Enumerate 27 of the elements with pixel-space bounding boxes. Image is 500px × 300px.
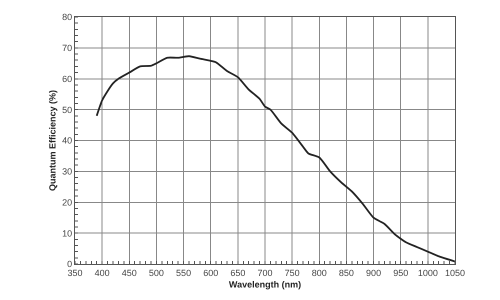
x-tick-label: 450 — [122, 268, 137, 278]
x-tick-label: 700 — [257, 268, 273, 278]
x-tick-label: 800 — [312, 268, 327, 278]
y-tick-label: 40 — [62, 136, 72, 146]
x-tick-label: 550 — [176, 268, 192, 278]
x-tick-label: 900 — [366, 268, 382, 278]
y-tick-label: 60 — [62, 74, 72, 84]
x-tick-label: 950 — [393, 268, 408, 278]
y-axis-title: Quantum Efficiency (%) — [48, 90, 58, 192]
x-tick-label: 600 — [203, 268, 218, 278]
x-tick-label: 850 — [338, 268, 354, 278]
y-tick-label: 10 — [62, 228, 72, 238]
x-tick-label: 650 — [230, 268, 246, 278]
y-tick-label: 0 — [67, 259, 72, 270]
x-tick-label: 1050 — [444, 268, 466, 278]
y-tick-label: 70 — [62, 43, 72, 54]
x-tick-label: 1000 — [418, 268, 438, 278]
y-tick-label: 80 — [62, 12, 72, 22]
x-tick-label: 350 — [67, 268, 83, 278]
line-series — [96, 55, 455, 262]
x-tick-label: 750 — [284, 268, 300, 278]
y-tick-label: 20 — [62, 197, 72, 208]
y-tick-label: 50 — [62, 104, 72, 115]
y-tick-label: 30 — [62, 166, 72, 177]
x-axis-title: Wavelength (nm) — [228, 280, 302, 290]
x-tick-label: 500 — [148, 268, 164, 278]
x-tick-label: 400 — [94, 268, 110, 278]
